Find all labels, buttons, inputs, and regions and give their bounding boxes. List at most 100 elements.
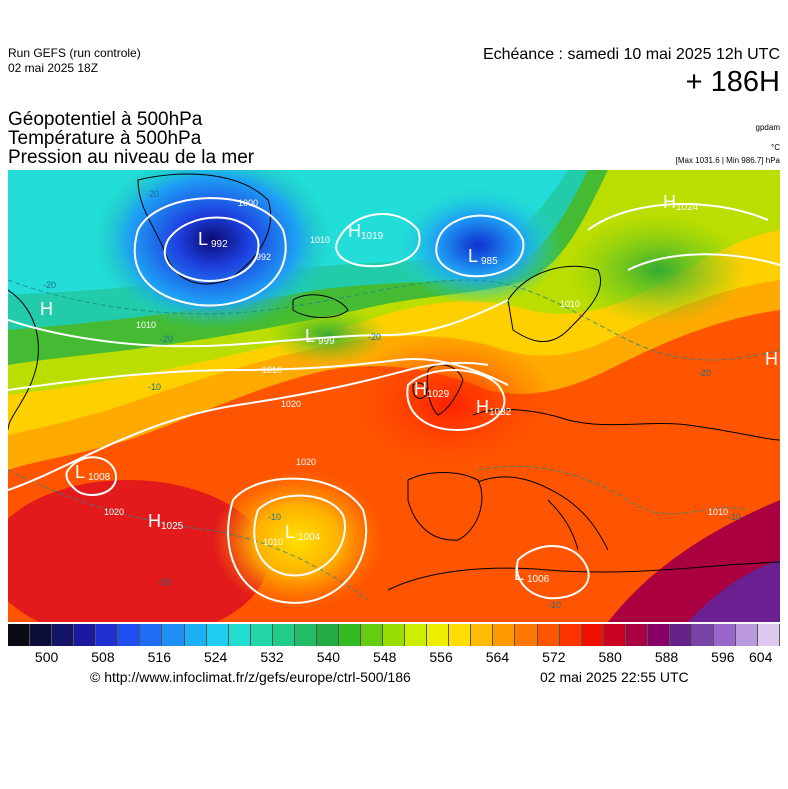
isobar-label: 1010 bbox=[136, 320, 156, 330]
isotherms bbox=[8, 279, 780, 601]
run-label: Run GEFS (run controle) bbox=[8, 46, 141, 60]
color-swatch bbox=[52, 624, 75, 646]
isotherm-label: -10 bbox=[268, 512, 281, 522]
color-swatch bbox=[669, 624, 692, 646]
isotherm-label: -20 bbox=[368, 332, 381, 342]
pressure-center-type: L bbox=[305, 326, 315, 346]
unit-pressure-range: [Max 1031.6 | Min 986.7] hPa bbox=[675, 156, 780, 165]
pressure-center-value: 1024 bbox=[676, 202, 699, 213]
isobar-label: 1010 bbox=[310, 235, 330, 245]
field-ridge-southwest bbox=[8, 480, 268, 622]
pressure-center-type: L bbox=[75, 462, 85, 482]
pressure-center-value: 999 bbox=[318, 336, 335, 347]
isotherm-label: -20 bbox=[160, 334, 173, 344]
pressure-center: H bbox=[765, 349, 778, 369]
ireland-coast bbox=[412, 382, 427, 399]
scale-tick: 572 bbox=[542, 649, 566, 665]
pressure-center: L 999 bbox=[305, 326, 335, 347]
field-green-pocket bbox=[268, 305, 388, 365]
color-scale-ticks: 500 508 516 524 532 540 548 556 564 572 … bbox=[8, 649, 780, 667]
color-swatch bbox=[603, 624, 626, 646]
europe-north-coast bbox=[472, 409, 780, 441]
pressure-center-type: H bbox=[148, 511, 161, 531]
isobar-line bbox=[335, 213, 421, 268]
isotherm-label: -20 bbox=[698, 368, 711, 378]
pressure-center: L 1004 bbox=[285, 522, 321, 543]
generation-date: 02 mai 2025 22:55 UTC bbox=[540, 669, 689, 685]
color-swatch bbox=[184, 624, 207, 646]
color-swatch bbox=[581, 624, 604, 646]
field-southeast-purple bbox=[688, 560, 780, 622]
scale-tick: 556 bbox=[429, 649, 453, 665]
isotherm-label: -10 bbox=[158, 577, 171, 587]
isobar-line bbox=[8, 361, 489, 491]
color-swatch bbox=[625, 624, 648, 646]
color-swatch bbox=[449, 624, 472, 646]
isobar-line bbox=[435, 214, 525, 278]
pressure-center-value: 1004 bbox=[298, 532, 321, 543]
scale-tick: 596 bbox=[711, 649, 735, 665]
color-swatch bbox=[316, 624, 339, 646]
color-swatch bbox=[140, 624, 163, 646]
weather-map: L 992 H 1019 L 985 H 1024 H L 999 H 1029 H 1032… bbox=[8, 170, 780, 622]
iceland-coast bbox=[292, 294, 349, 318]
pressure-center-value: 1006 bbox=[527, 574, 550, 585]
isobar-label: 1000 bbox=[238, 198, 258, 208]
color-swatch bbox=[206, 624, 229, 646]
title-temperature: Température à 500hPa bbox=[8, 128, 202, 149]
color-swatch bbox=[493, 624, 516, 646]
pressure-center-value: 1008 bbox=[88, 472, 111, 483]
isotherm-line bbox=[8, 469, 369, 601]
source-url[interactable]: © http://www.infoclimat.fr/z/gefs/europe… bbox=[90, 669, 411, 685]
isobar-line bbox=[8, 358, 509, 391]
isobar-line bbox=[627, 253, 780, 271]
color-swatch bbox=[96, 624, 119, 646]
color-swatch bbox=[162, 624, 185, 646]
color-swatch bbox=[559, 624, 582, 646]
pressure-center-type: H bbox=[348, 221, 361, 241]
pressure-center-type: L bbox=[514, 564, 524, 584]
pressure-center-type: H bbox=[476, 397, 489, 417]
color-swatch bbox=[471, 624, 494, 646]
color-swatch bbox=[537, 624, 560, 646]
mediterranean-north-coast bbox=[477, 476, 609, 551]
isobar-line bbox=[227, 477, 368, 604]
isotherm-labels: -20 -20 -20 -20 -20 -10 -10 -10 -10 -10 bbox=[43, 189, 741, 610]
scale-tick: 564 bbox=[485, 649, 510, 665]
pressure-center-type: H bbox=[765, 349, 778, 369]
pressure-center: L 985 bbox=[468, 246, 498, 267]
color-swatch bbox=[8, 624, 31, 646]
coastlines bbox=[8, 173, 780, 591]
isobar-line bbox=[65, 456, 118, 496]
color-swatch bbox=[272, 624, 295, 646]
scale-tick: 588 bbox=[654, 649, 679, 665]
pressure-center-type: L bbox=[468, 246, 478, 266]
color-swatch bbox=[118, 624, 141, 646]
color-scale-bar bbox=[8, 624, 781, 646]
iberia-coast bbox=[407, 472, 483, 541]
isobar-label: 1020 bbox=[281, 399, 301, 409]
pressure-center-value: 985 bbox=[481, 256, 498, 267]
color-swatch bbox=[427, 624, 450, 646]
isotherm-line bbox=[8, 279, 780, 361]
north-africa-coast bbox=[387, 561, 780, 591]
scale-tick: 524 bbox=[203, 649, 228, 665]
pressure-center: L 1006 bbox=[514, 564, 550, 585]
scale-tick: 540 bbox=[316, 649, 341, 665]
title-geopotential: Géopotentiel à 500hPa bbox=[8, 109, 203, 130]
italy-coast bbox=[547, 499, 579, 551]
color-swatch bbox=[361, 624, 384, 646]
north-america-coast bbox=[8, 289, 39, 431]
pressure-center: H 1024 bbox=[663, 192, 699, 213]
color-swatch bbox=[228, 624, 251, 646]
forecast-valid-time: Echéance : samedi 10 mai 2025 12h UTC bbox=[482, 46, 780, 63]
greenland-coast bbox=[137, 173, 272, 285]
field-trough-east bbox=[393, 185, 563, 305]
color-swatch bbox=[736, 624, 759, 646]
isobar-line bbox=[8, 299, 509, 348]
pressure-center: H 1025 bbox=[148, 511, 184, 532]
isobar-label: 1010 bbox=[708, 507, 728, 517]
field-green-east bbox=[568, 215, 748, 325]
unit-geopotential: gpdam bbox=[755, 123, 780, 132]
pressure-center-value: 1029 bbox=[427, 389, 450, 400]
